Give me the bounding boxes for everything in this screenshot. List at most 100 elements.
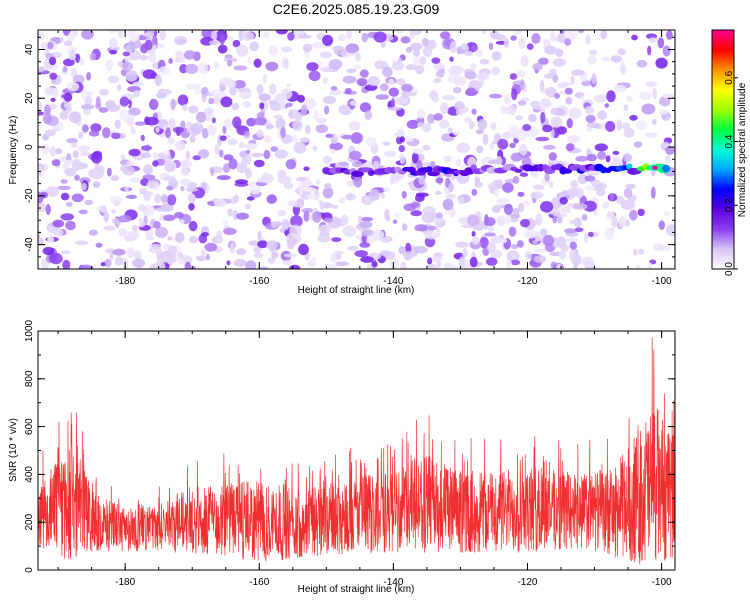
heatmap-blob xyxy=(594,94,608,103)
heatmap-blob xyxy=(601,56,610,62)
heatmap-blob xyxy=(65,104,72,114)
heatmap-blob xyxy=(490,122,497,131)
heatmap-blob xyxy=(421,212,435,224)
heatmap-frame xyxy=(37,29,676,270)
heatmap-blob xyxy=(636,59,648,68)
heatmap-blob xyxy=(356,78,368,87)
heatmap-blob xyxy=(292,119,303,131)
heatmap-blob xyxy=(604,103,610,108)
heatmap-blob xyxy=(335,261,349,267)
heatmap-blob xyxy=(559,30,565,34)
heatmap-blob xyxy=(71,193,84,203)
heatmap-blob xyxy=(586,122,600,128)
heatmap-blob xyxy=(269,246,274,253)
heatmap-blob xyxy=(124,54,132,63)
heatmap-blob xyxy=(665,154,671,164)
heatmap-blob xyxy=(103,211,109,223)
heatmap-blob xyxy=(602,201,610,209)
heatmap-blob xyxy=(118,215,132,223)
heatmap-blob xyxy=(208,97,215,105)
heatmap-blob xyxy=(317,234,331,243)
heatmap-blob xyxy=(319,200,325,211)
heatmap-blob xyxy=(122,165,135,176)
heatmap-blob xyxy=(359,102,372,113)
heatmap-blob xyxy=(237,88,251,93)
heatmap-blob xyxy=(226,260,231,266)
heatmap-blob xyxy=(198,149,210,159)
heatmap-blob xyxy=(503,38,510,48)
heatmap-blob xyxy=(489,142,495,151)
heatmap-blob xyxy=(411,151,419,164)
heatmap-blob xyxy=(464,50,473,56)
heatmap-blob xyxy=(379,250,391,257)
signal-blob xyxy=(662,164,671,173)
heatmap-blob xyxy=(107,30,118,33)
heatmap-blob xyxy=(262,73,267,84)
heatmap-blob xyxy=(520,79,525,91)
heatmap-blob xyxy=(645,132,658,138)
heatmap-blob xyxy=(204,107,214,115)
heatmap-blob xyxy=(552,58,567,67)
heatmap-blob xyxy=(126,31,138,37)
heatmap-blob xyxy=(350,132,363,144)
heatmap-blob xyxy=(484,232,496,237)
heatmap-blob xyxy=(371,261,378,268)
heatmap-blob xyxy=(555,48,564,57)
heatmap-blob xyxy=(433,77,442,84)
heatmap-blob xyxy=(38,67,46,73)
heatmap-blob xyxy=(155,126,160,133)
heatmap-blob xyxy=(512,207,520,217)
heatmap-blob xyxy=(435,191,442,195)
heatmap-blob xyxy=(105,248,114,254)
heatmap-blob xyxy=(338,197,346,204)
heatmap-blob xyxy=(435,212,443,219)
heatmap-blob xyxy=(38,31,45,41)
heatmap-blob xyxy=(338,104,351,116)
heatmap-blob xyxy=(287,32,295,41)
heatmap-blob xyxy=(388,87,400,97)
heatmap-blob xyxy=(525,251,532,260)
heatmap-blob xyxy=(38,101,43,113)
heatmap-blob xyxy=(639,91,652,101)
heatmap-blob xyxy=(226,59,233,67)
heatmap-blob xyxy=(421,37,429,47)
top-y-axis: -40 -20 0 20 40 xyxy=(24,36,675,270)
heatmap-blob xyxy=(573,263,578,269)
heatmap-blob xyxy=(449,41,457,54)
heatmap-blob xyxy=(622,153,633,163)
heatmap-blob xyxy=(364,110,373,120)
heatmap-blob xyxy=(436,261,442,268)
heatmap-blob xyxy=(631,34,638,41)
top-y-axis-label: Frequency (Hz) xyxy=(8,116,19,185)
heatmap-blob xyxy=(600,30,607,40)
top-x-axis: -180 -160 -140 -120 -100 xyxy=(57,30,672,287)
heatmap-blob xyxy=(210,30,218,41)
heatmap-blob xyxy=(195,111,207,123)
heatmap-blob xyxy=(444,208,458,215)
heatmap-blob xyxy=(373,160,380,170)
snr-panel: -180 -160 -140 -120 -100 0 200 400 600 800 1000 H… xyxy=(8,319,676,595)
heatmap-blob xyxy=(130,127,136,135)
heatmap-blob xyxy=(605,155,611,163)
heatmap-blob xyxy=(511,251,517,260)
heatmap-blob xyxy=(79,57,84,66)
heatmap-blob xyxy=(220,96,233,108)
heatmap-blob xyxy=(577,173,589,185)
heatmap-blob xyxy=(243,100,252,108)
heatmap-blob xyxy=(543,144,556,150)
heatmap-blob xyxy=(322,155,333,165)
heatmap-blob xyxy=(263,135,272,144)
heatmap-blob xyxy=(322,187,334,199)
heatmap-blob xyxy=(435,70,445,78)
heatmap-blob xyxy=(382,141,391,146)
heatmap-blob xyxy=(452,130,461,136)
heatmap-blob xyxy=(419,56,427,66)
heatmap-blob xyxy=(412,148,424,155)
heatmap-blob xyxy=(227,208,233,217)
heatmap-blob xyxy=(286,83,291,88)
heatmap-blob xyxy=(666,224,675,237)
heatmap-blob xyxy=(538,57,549,65)
heatmap-blob xyxy=(98,89,109,96)
heatmap-blob xyxy=(534,248,547,253)
heatmap-blob xyxy=(256,84,264,95)
